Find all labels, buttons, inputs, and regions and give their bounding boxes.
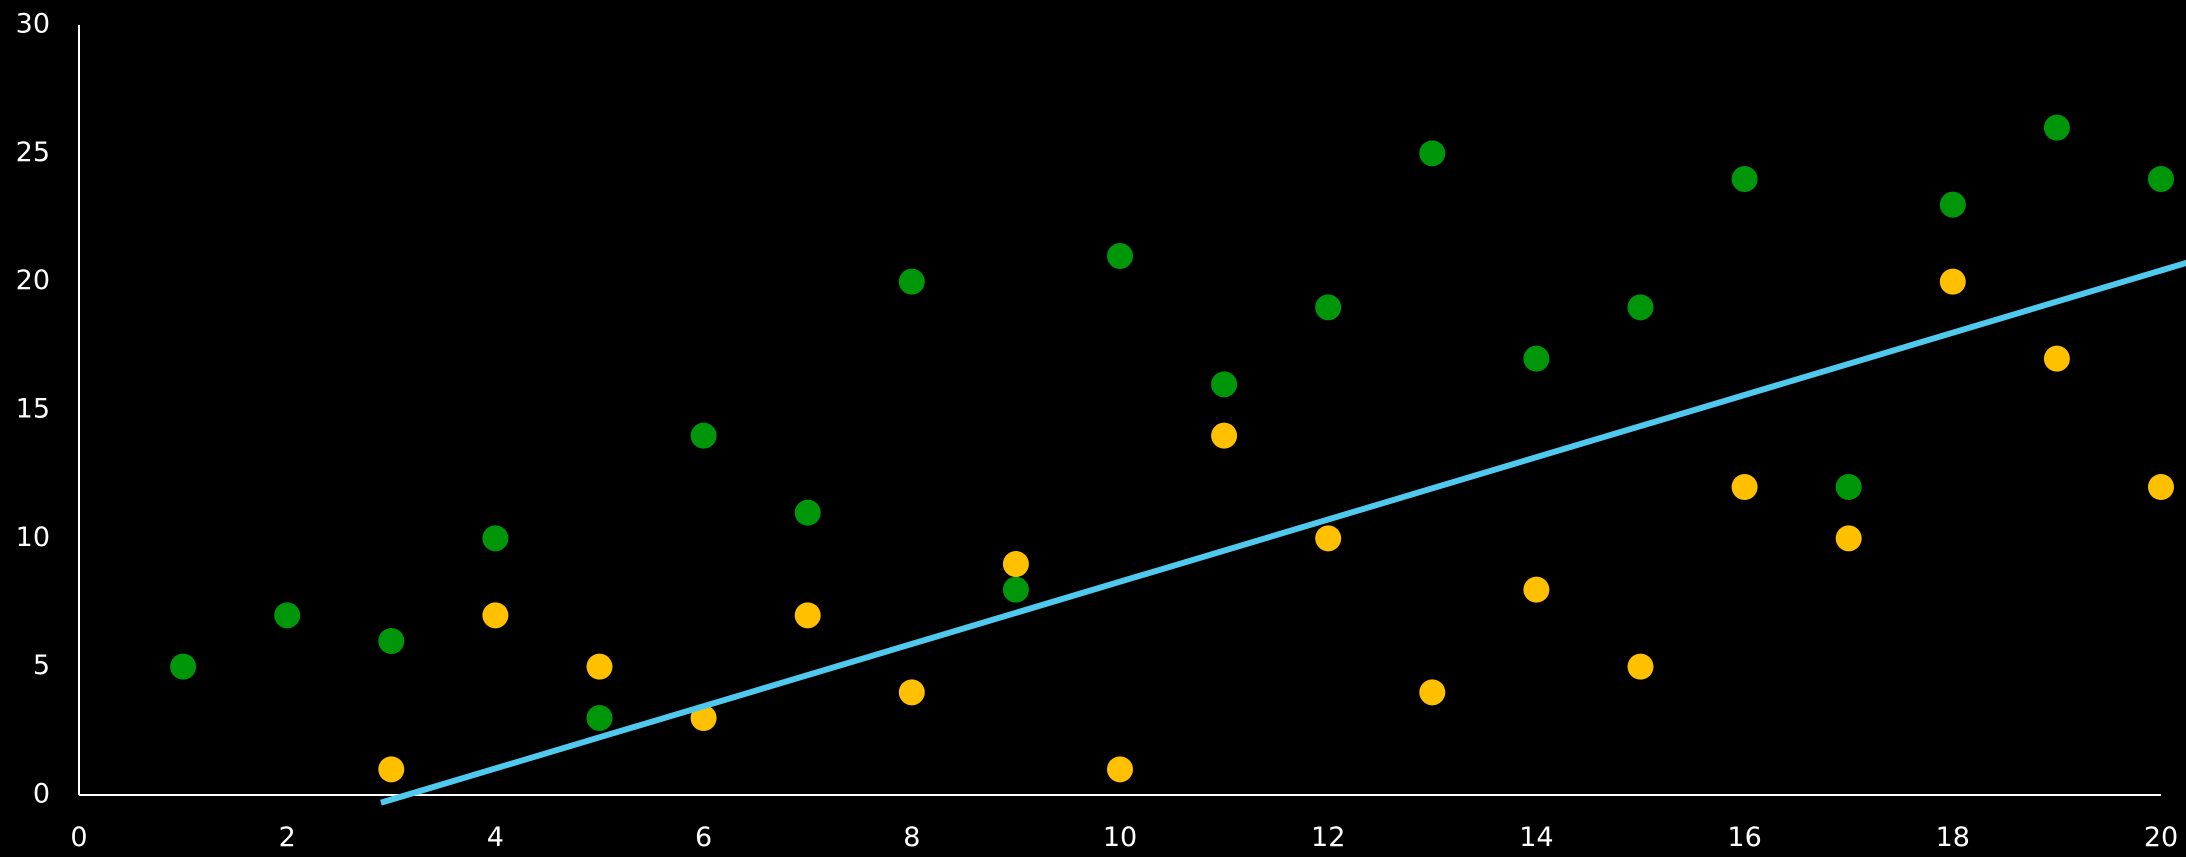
x-tick-label: 12 [1311,822,1345,852]
data-point-series-2 [378,756,405,783]
y-tick-label: 5 [33,650,50,681]
data-point-series-1 [378,628,405,654]
data-point-series-2 [794,602,821,629]
x-tick-label: 14 [1519,822,1553,852]
y-tick-label: 15 [16,394,50,425]
y-tick-label: 0 [33,779,50,810]
y-tick-label: 20 [16,265,50,296]
data-point-series-1 [1419,140,1446,167]
x-tick-label: 20 [2144,822,2178,852]
data-point-series-1 [586,705,613,731]
data-point-series-2 [482,602,509,629]
data-point-series-1 [1523,345,1550,372]
data-point-series-1 [1315,294,1342,321]
data-point-series-2 [1835,525,1862,552]
data-point-series-2 [898,679,925,706]
x-tick-label: 2 [279,822,296,852]
data-point-series-1 [482,525,509,552]
y-tick-label: 30 [16,9,50,40]
x-tick-label: 0 [70,822,87,852]
y-tick-label: 25 [16,137,50,168]
tick-labels: 0 5 10 15 20 25 30 0 2 4 6 8 10 12 14 16 18 20 [16,9,2179,854]
data-point-series-2 [1211,422,1238,449]
x-tick-label: 8 [903,822,920,852]
data-point-series-2 [1939,268,1966,295]
data-point-series-2 [1731,474,1758,500]
data-point-series-2 [1315,525,1342,552]
data-point-series-2 [1523,576,1550,603]
data-point-series-1 [2043,114,2070,141]
data-point-series-1 [1939,191,1966,218]
data-point-series-2 [1107,756,1133,783]
data-point-series-2 [586,653,613,680]
trendline [380,259,2186,806]
data-point-series-2 [2148,474,2174,500]
data-point-series-2 [1002,551,1029,577]
trendline-layer [380,259,2186,806]
data-point-series-1 [794,499,821,526]
data-point-series-1 [1835,474,1862,500]
data-point-series-1 [2148,166,2174,192]
data-point-series-1 [170,653,197,680]
data-point-series-1 [1002,576,1029,603]
data-point-series-2 [2043,345,2070,372]
data-point-series-2 [1419,679,1446,706]
x-tick-label: 4 [487,822,504,852]
data-point-series-1 [1211,371,1238,398]
data-point-series-1 [1627,294,1654,321]
data-points [170,114,2174,783]
y-tick-label: 10 [16,522,50,553]
x-tick-label: 16 [1727,822,1761,852]
x-tick-label: 18 [1936,822,1970,852]
data-point-series-1 [898,268,925,295]
x-tick-label: 10 [1103,822,1137,852]
data-point-series-2 [1627,653,1654,680]
data-point-series-1 [690,422,717,449]
data-point-series-2 [690,705,717,731]
axes [78,25,2161,796]
data-point-series-1 [274,602,301,629]
data-point-series-1 [1731,166,1758,192]
x-tick-label: 6 [695,822,712,852]
data-point-series-1 [1107,243,1133,269]
